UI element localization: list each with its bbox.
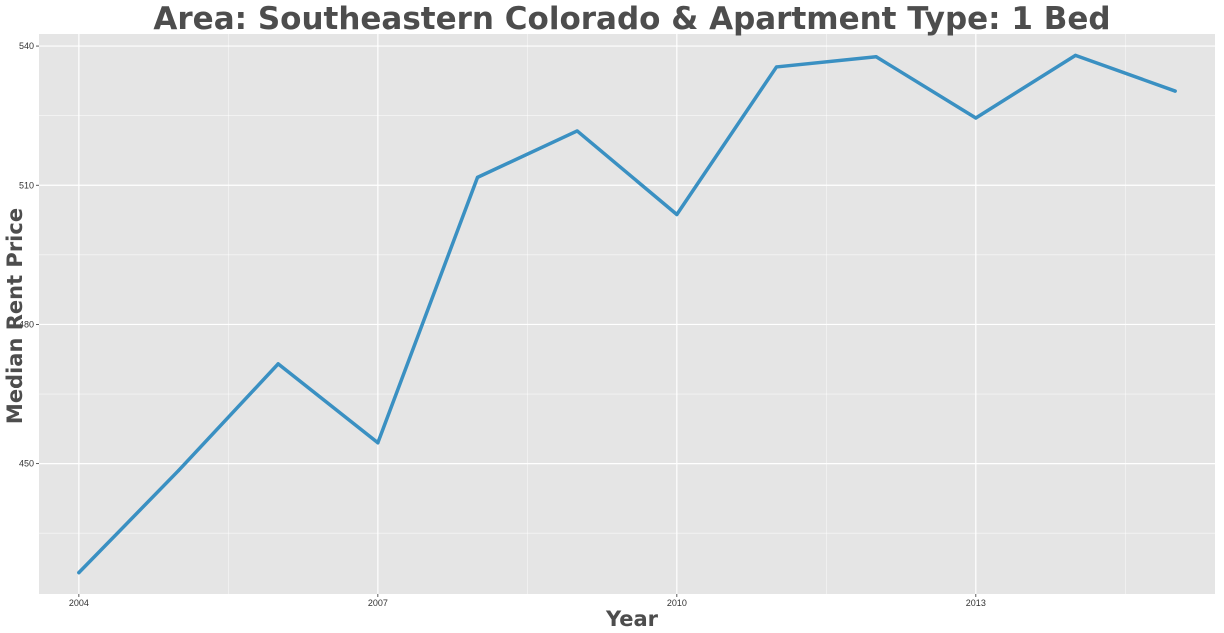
data-point xyxy=(376,441,380,445)
x-tick-label: 2007 xyxy=(368,598,388,608)
data-point xyxy=(874,55,878,59)
data-point xyxy=(1173,89,1177,93)
data-point xyxy=(774,65,779,69)
data-point xyxy=(176,468,181,473)
data-point xyxy=(276,362,280,366)
x-axis-title: Year xyxy=(605,607,659,631)
series-layer xyxy=(77,53,1177,575)
y-axis-title: Median Rent Price xyxy=(3,208,27,424)
x-tick-label: 2013 xyxy=(966,598,986,608)
y-axis-ticks: 450 480 510 540 xyxy=(19,41,39,469)
plot-panel xyxy=(39,34,1215,594)
data-point xyxy=(1073,53,1078,57)
y-tick-label: 450 xyxy=(19,459,34,469)
data-point xyxy=(575,129,579,133)
x-axis-ticks: 2004 2007 2010 2013 xyxy=(69,594,986,608)
y-tick-label: 480 xyxy=(19,319,34,329)
minor-gridlines xyxy=(39,34,1215,594)
series-line xyxy=(77,53,1177,575)
chart-title: Area: Southeastern Colorado & Apartment … xyxy=(153,1,1110,37)
data-point xyxy=(77,571,81,575)
x-tick-label: 2004 xyxy=(69,598,89,608)
y-tick-label: 540 xyxy=(19,41,34,51)
major-gridlines xyxy=(39,34,1215,594)
y-tick-label: 510 xyxy=(19,180,34,190)
data-point xyxy=(675,212,679,217)
data-point xyxy=(475,175,480,179)
data-point xyxy=(974,116,978,120)
x-tick-label: 2010 xyxy=(667,598,687,608)
